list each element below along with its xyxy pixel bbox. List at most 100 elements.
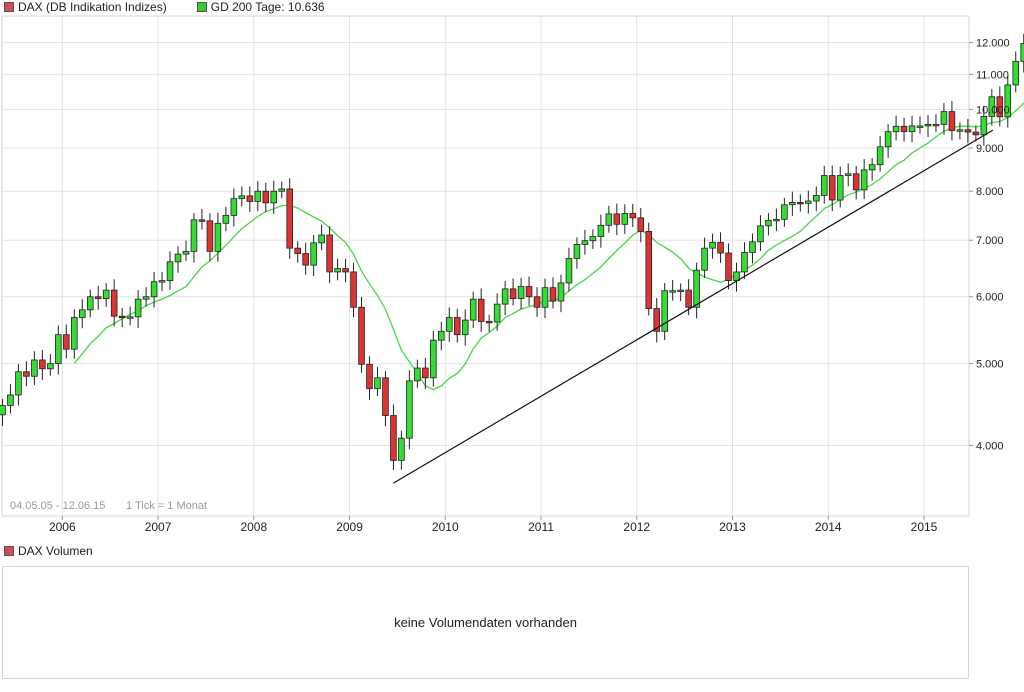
candle-down: [118, 315, 126, 319]
candle-up: [1012, 60, 1020, 86]
candle-up: [102, 289, 110, 299]
candle-down: [533, 296, 541, 308]
candle-up: [581, 240, 589, 245]
candle-up: [78, 309, 86, 318]
candle-up: [126, 316, 134, 319]
y-tick-label: 12.000: [976, 38, 1010, 50]
y-tick-label: 11.000: [976, 69, 1009, 81]
candle-up: [765, 219, 772, 227]
candle-down: [637, 217, 645, 232]
candle-down: [453, 317, 461, 336]
candle-up: [438, 330, 445, 341]
candle-down: [685, 289, 692, 308]
candle-up: [860, 169, 868, 191]
candle-up: [310, 242, 317, 266]
candle-up: [150, 281, 158, 298]
candle-up: [493, 303, 501, 323]
candle-up: [469, 298, 477, 321]
candle-down: [350, 271, 357, 308]
y-tick-label: 10.000: [976, 104, 1010, 116]
candle-down: [725, 252, 732, 281]
candle-up: [741, 252, 748, 273]
x-tick-label: 2015: [911, 520, 938, 534]
candle-down: [964, 129, 972, 133]
candle-up: [773, 218, 780, 222]
candle-up: [31, 359, 38, 377]
y-tick-label: 4.000: [976, 440, 1004, 452]
candle-down: [653, 308, 660, 332]
x-tick-label: 2012: [623, 520, 650, 534]
price-chart: 4.000 5.000 6.000 7.000 8.000 9.000 10.000 11.0…: [0, 15, 1024, 534]
candle-down: [900, 125, 908, 133]
candle-down: [94, 296, 102, 299]
candle-up: [836, 175, 844, 201]
candle-up: [230, 198, 238, 216]
y-tick-label: 9.000: [976, 143, 1004, 155]
legend-item-moving-average: GD 200 Tage: 10.636: [196, 0, 325, 14]
candle-up: [669, 290, 676, 293]
candle-up: [805, 200, 812, 204]
plot-frame: [1, 15, 970, 517]
candle-up: [166, 261, 174, 281]
candle-down: [797, 202, 804, 205]
volume-legend: DAX Volumen: [4, 544, 93, 558]
candle-up: [557, 282, 565, 302]
candle-up: [318, 234, 325, 244]
candle-up: [956, 129, 964, 132]
candle-up: [908, 125, 916, 133]
candle-down: [390, 415, 397, 461]
y-tick-label: 8.000: [976, 186, 1004, 198]
candle-up: [7, 394, 14, 406]
candle-down: [262, 190, 270, 204]
chart-grid: [2, 16, 969, 516]
candle-up: [701, 247, 708, 271]
candle-up: [693, 269, 700, 308]
legend-swatch-dax: [4, 2, 14, 12]
legend-label-dax: DAX (DB Indikation Indizes): [18, 0, 167, 14]
candle-up: [916, 125, 924, 128]
candle-down: [477, 298, 485, 322]
candle-up: [142, 296, 150, 300]
candle-down: [422, 367, 429, 379]
tick-interval-info: 1 Tick = 1 Monat: [126, 500, 207, 512]
x-axis: 2006 2007 2008 2009 2010 2011 2012 2013 2014 2015: [49, 516, 938, 534]
candle-down: [948, 111, 956, 131]
candle-down: [645, 231, 653, 309]
candle-up: [430, 339, 437, 379]
candle-up: [749, 241, 756, 253]
candle-up: [757, 225, 764, 243]
candle-up: [988, 96, 996, 117]
candle-up: [813, 194, 820, 202]
candle-up: [565, 258, 573, 284]
trend-line: [393, 129, 994, 484]
candle-up: [254, 190, 262, 202]
candle-down: [485, 320, 493, 324]
candle-up: [0, 405, 6, 416]
candle-down: [39, 359, 46, 370]
candle-up: [573, 244, 581, 259]
chart-legend: DAX (DB Indikation Indizes) GD 200 Tage:…: [4, 0, 325, 14]
x-tick-label: 2014: [815, 520, 842, 534]
candle-up: [222, 214, 230, 224]
candle-up: [190, 219, 198, 252]
candle-up: [844, 173, 852, 176]
candle-up: [940, 111, 948, 125]
candle-up: [980, 116, 988, 136]
x-tick-label: 2008: [240, 520, 267, 534]
candle-down: [302, 253, 309, 266]
candle-down: [246, 195, 254, 202]
candle-up: [134, 298, 142, 318]
legend-swatch-moving-average: [196, 2, 207, 12]
candle-up: [589, 236, 597, 242]
candle-down: [549, 287, 557, 302]
candle-down: [828, 175, 836, 201]
candle-down: [294, 247, 301, 254]
candle-up: [406, 380, 413, 439]
candle-up: [789, 202, 796, 206]
candle-up: [278, 188, 286, 192]
candle-down: [206, 220, 214, 252]
candle-down: [972, 131, 980, 136]
candle-up: [86, 296, 94, 311]
candle-up: [158, 280, 166, 283]
candle-up: [1004, 84, 1012, 118]
